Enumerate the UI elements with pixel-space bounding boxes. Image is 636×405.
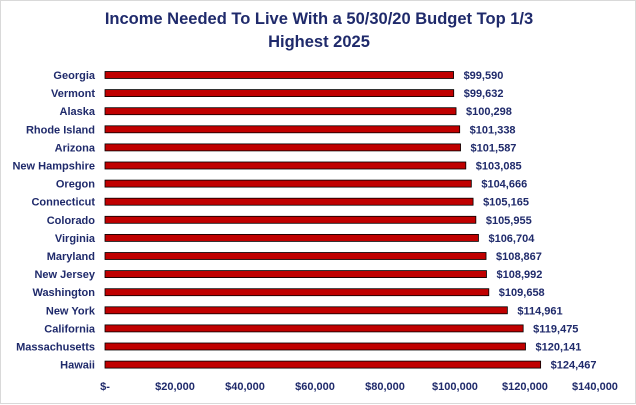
value-label: $108,992	[496, 269, 542, 281]
category-label: Colorado	[47, 215, 96, 227]
category-labels: Georgia Vermont Alaska Rhode Island Arizona N…	[12, 70, 95, 372]
bar-new-hampshire	[104, 161, 467, 170]
value-label: $101,338	[470, 124, 516, 136]
category-label: Connecticut	[31, 197, 95, 209]
bar-connecticut	[104, 197, 474, 206]
x-tick-label: $100,000	[432, 381, 478, 393]
x-tick-label: $-	[100, 381, 110, 393]
category-label: Hawaii	[60, 360, 95, 372]
bar-colorado	[104, 215, 477, 224]
value-label: $124,467	[551, 360, 597, 372]
bar-rhode-island	[104, 125, 461, 134]
category-label: Vermont	[51, 88, 95, 100]
category-label: New York	[46, 305, 96, 317]
value-label: $106,704	[488, 233, 535, 245]
value-label: $109,658	[499, 287, 545, 299]
category-label: New Hampshire	[12, 161, 95, 173]
value-label: $108,867	[496, 251, 542, 263]
category-label: Georgia	[53, 70, 95, 82]
chart-title-line-2: Highest 2025	[268, 33, 370, 51]
value-label: $104,666	[481, 179, 527, 191]
bars	[104, 71, 542, 369]
category-label: Alaska	[60, 106, 96, 118]
category-label: Arizona	[55, 142, 96, 154]
bar-maryland	[104, 252, 487, 260]
value-labels: $99,590 $99,632 $100,298 $101,338 $101,587 $1…	[464, 70, 597, 372]
value-label: $100,298	[466, 106, 512, 118]
category-label: Washington	[32, 287, 95, 299]
category-label: Oregon	[56, 179, 95, 191]
category-label: Maryland	[47, 251, 95, 263]
bar-georgia	[104, 71, 454, 79]
value-label: $105,165	[483, 197, 529, 209]
value-label: $114,961	[517, 305, 562, 317]
value-label: $101,587	[471, 142, 517, 154]
x-axis-tick-labels: $- $20,000 $40,000 $60,000 $80,000 $100,000 $1…	[100, 381, 618, 393]
category-label: California	[44, 323, 96, 335]
bar-virginia	[104, 233, 479, 242]
x-tick-label: $120,000	[502, 381, 548, 393]
x-tick-label: $140,000	[572, 381, 618, 393]
bar-washington	[104, 288, 490, 297]
bar-vermont	[104, 89, 455, 97]
bar-alaska	[104, 107, 457, 116]
chart-title: Income Needed To Live With a 50/30/20 Bu…	[105, 10, 533, 51]
category-label: Virginia	[55, 233, 96, 245]
category-label: Massachusetts	[16, 342, 95, 354]
bar-new-jersey	[104, 270, 487, 279]
value-label: $105,955	[486, 215, 532, 227]
value-label: $99,590	[464, 70, 504, 82]
x-tick-label: $80,000	[365, 381, 405, 393]
value-label: $119,475	[533, 323, 578, 335]
x-tick-label: $60,000	[295, 381, 335, 393]
bar-california	[104, 324, 524, 333]
x-tick-label: $40,000	[225, 381, 265, 393]
value-label: $120,141	[535, 342, 581, 354]
category-label: Rhode Island	[26, 124, 95, 136]
x-tick-label: $20,000	[155, 381, 195, 393]
bar-oregon	[104, 179, 472, 188]
value-label: $103,085	[476, 161, 522, 173]
chart-title-line-1: Income Needed To Live With a 50/30/20 Bu…	[105, 10, 533, 28]
category-label: New Jersey	[34, 269, 95, 281]
bar-arizona	[104, 143, 461, 152]
bar-new-york	[104, 306, 508, 315]
value-label: $99,632	[464, 88, 504, 100]
bar-hawaii	[104, 360, 542, 369]
bar-massachusetts	[104, 342, 526, 351]
